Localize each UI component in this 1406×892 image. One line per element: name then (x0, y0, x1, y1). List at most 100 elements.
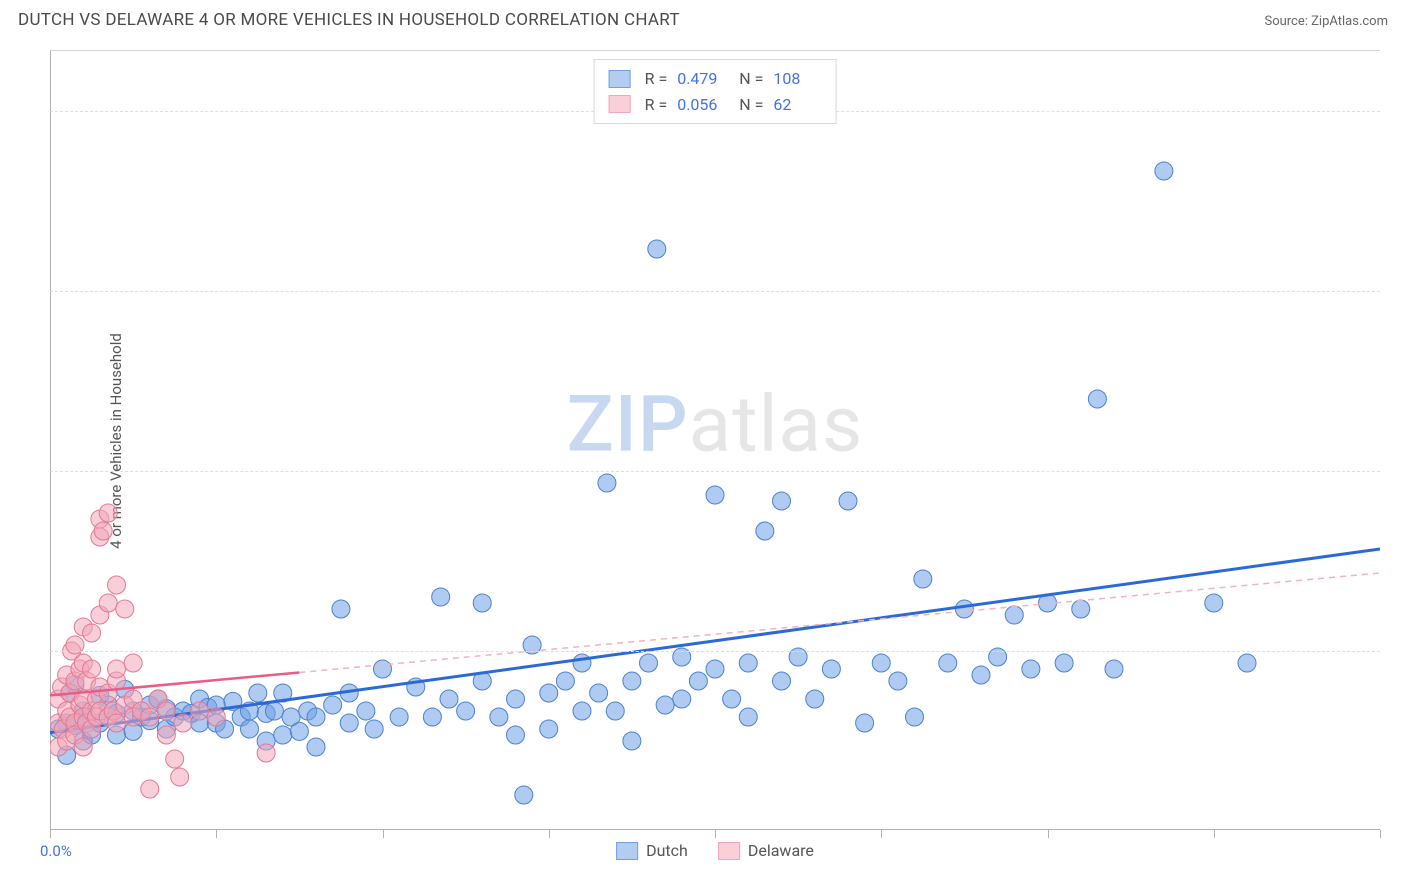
data-point (889, 672, 907, 690)
data-point (440, 690, 458, 708)
data-point (116, 600, 134, 618)
data-point (773, 492, 791, 510)
data-point (166, 750, 184, 768)
data-point (1072, 600, 1090, 618)
data-point (365, 720, 383, 738)
data-point (83, 660, 101, 678)
data-point (157, 726, 175, 744)
data-point (1022, 660, 1040, 678)
data-point (249, 684, 267, 702)
data-point (648, 240, 666, 258)
r-label: R = (641, 92, 668, 118)
data-point (490, 708, 508, 726)
data-point (157, 702, 175, 720)
series-legend: Dutch Delaware (616, 841, 814, 860)
data-point (906, 708, 924, 726)
data-point (340, 714, 358, 732)
data-point (955, 600, 973, 618)
trendline (50, 549, 1380, 733)
data-point (756, 522, 774, 540)
data-point (83, 624, 101, 642)
data-point (432, 588, 450, 606)
data-point (1205, 594, 1223, 612)
data-point (623, 732, 641, 750)
r-label: R = (641, 66, 668, 92)
data-point (141, 780, 159, 798)
data-point (556, 672, 574, 690)
data-point (773, 672, 791, 690)
gridline (50, 651, 1380, 652)
dutch-n-value: 108 (773, 66, 821, 92)
delaware-n-value: 62 (773, 92, 821, 118)
x-tick (881, 830, 882, 838)
legend-item-delaware: Delaware (718, 841, 814, 860)
data-point (332, 600, 350, 618)
dutch-r-value: 0.479 (677, 66, 725, 92)
n-label: N = (735, 92, 763, 118)
x-min-label: 0.0% (40, 842, 72, 860)
x-tick (715, 830, 716, 838)
data-point (723, 690, 741, 708)
dutch-swatch (609, 70, 631, 88)
x-tick (549, 830, 550, 838)
data-point (108, 714, 126, 732)
dutch-swatch (616, 842, 638, 860)
data-point (914, 570, 932, 588)
data-point (274, 726, 292, 744)
data-point (124, 654, 142, 672)
data-point (473, 594, 491, 612)
data-point (357, 702, 375, 720)
y-tick-label: 15.0% (1390, 642, 1406, 660)
y-tick-label: 45.0% (1390, 282, 1406, 300)
data-point (1088, 390, 1106, 408)
y-tick-label: 30.0% (1390, 462, 1406, 480)
data-point (689, 672, 707, 690)
data-point (265, 702, 283, 720)
data-point (423, 708, 441, 726)
data-point (872, 654, 890, 672)
data-point (174, 714, 192, 732)
data-point (656, 696, 674, 714)
data-point (839, 492, 857, 510)
data-point (507, 690, 525, 708)
data-point (540, 684, 558, 702)
data-point (590, 684, 608, 702)
data-point (806, 690, 824, 708)
scatter-plot (50, 51, 1380, 831)
data-point (324, 696, 342, 714)
x-tick (1048, 830, 1049, 838)
data-point (822, 660, 840, 678)
data-point (241, 720, 259, 738)
chart-title: DUTCH VS DELAWARE 4 OR MORE VEHICLES IN … (18, 10, 680, 30)
data-point (540, 720, 558, 738)
data-point (390, 708, 408, 726)
data-point (108, 576, 126, 594)
legend-label-dutch: Dutch (646, 841, 688, 860)
data-point (1105, 660, 1123, 678)
data-point (739, 654, 757, 672)
trendline-extrapolated (299, 573, 1380, 672)
data-point (939, 654, 957, 672)
data-point (108, 660, 126, 678)
x-tick (216, 830, 217, 838)
legend-item-dutch: Dutch (616, 841, 688, 860)
data-point (171, 768, 189, 786)
data-point (74, 738, 92, 756)
delaware-r-value: 0.056 (677, 92, 725, 118)
data-point (706, 660, 724, 678)
data-point (573, 654, 591, 672)
chart-area: 4 or more Vehicles in Household ZIPatlas… (50, 50, 1380, 830)
n-label: N = (735, 66, 763, 92)
legend-label-delaware: Delaware (748, 841, 814, 860)
data-point (307, 738, 325, 756)
gridline (50, 471, 1380, 472)
data-point (257, 744, 275, 762)
stats-legend: R = 0.479 N = 108 R = 0.056 N = 62 (594, 59, 837, 124)
data-point (1055, 654, 1073, 672)
data-point (1155, 162, 1173, 180)
data-point (739, 708, 757, 726)
data-point (706, 486, 724, 504)
data-point (573, 702, 591, 720)
data-point (623, 672, 641, 690)
x-tick (383, 830, 384, 838)
